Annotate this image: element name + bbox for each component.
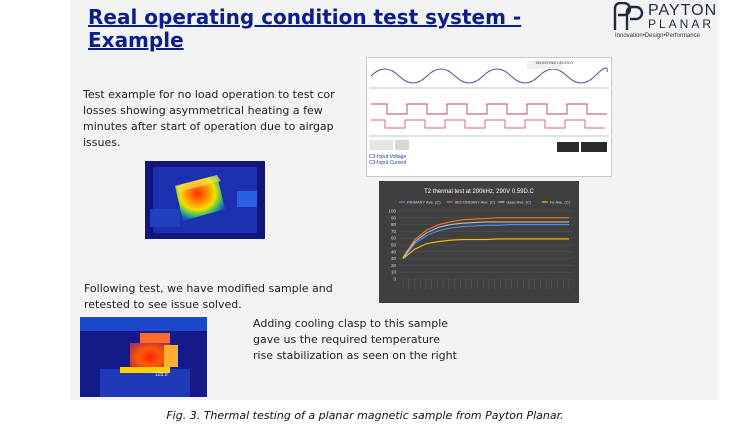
paragraph-line: retested to see issue solved. xyxy=(84,298,242,311)
logo-word-planar: PLANAR xyxy=(648,17,715,31)
paragraph-line: Adding cooling clasp to this sample xyxy=(253,317,449,330)
logo-word-payton: PAYTON xyxy=(648,2,718,19)
paragraph-retest: Following test, we have modified sample … xyxy=(84,281,364,313)
paragraph-no-load-test: Test example for no load operation to te… xyxy=(83,87,358,151)
chart-series-line xyxy=(402,217,569,258)
thermal-image-before xyxy=(145,161,265,239)
paragraph-line: rise stabilization as seen on the right xyxy=(253,349,457,362)
chart-ytick-label: 50 xyxy=(391,243,397,248)
chart-ytick-label: 60 xyxy=(391,236,397,241)
paragraph-line: Following test, we have modified sample … xyxy=(84,282,333,295)
thermal-temperature-label: 125.0 xyxy=(155,372,168,378)
chart-legend-label: clasp Ave. (C) xyxy=(506,200,531,205)
chart-ytick-label: 80 xyxy=(391,222,397,227)
scope-legend-line: C3-Input Current xyxy=(369,160,407,166)
chart-ytick-label: 0 xyxy=(393,277,396,282)
chart-legend-label: Fe Ave. (C) xyxy=(550,200,571,205)
paragraph-line: Test example for no load operation to te… xyxy=(83,88,335,101)
chart-series-line xyxy=(402,238,569,260)
paragraph-line: losses showing asymmetrical heating a fe… xyxy=(83,104,323,117)
scope-legend: C3-Input Voltage C3-Input Current xyxy=(369,154,406,166)
chart-ytick-label: 70 xyxy=(391,229,397,234)
chart-ytick-label: 40 xyxy=(391,249,397,254)
chart-ytick-label: 10 xyxy=(391,270,397,275)
paragraph-line: minutes after start of operation due to … xyxy=(83,120,334,133)
scope-brand-label: TELEDYNE LECROY xyxy=(535,60,574,65)
chart-ytick-label: 100 xyxy=(388,209,396,214)
chart-series-line xyxy=(402,224,569,259)
thermal-chart: T2 thermal test at 200kHz, 290V 0.59D.C … xyxy=(379,181,579,303)
chart-ytick-label: 20 xyxy=(391,263,397,268)
paragraph-cooling-clasp: Adding cooling clasp to this sample gave… xyxy=(253,316,488,364)
payton-planar-logo: PAYTON PLANAR Innovation•Design•Performa… xyxy=(612,2,724,46)
chart-legend-label: PRIMARY Ave. (C) xyxy=(407,200,441,205)
oscilloscope-screenshot: TELEDYNE LECROY C3-Input Voltage C3-Inpu… xyxy=(366,57,612,177)
figure-caption: Fig. 3. Thermal testing of a planar magn… xyxy=(166,409,564,422)
paragraph-line: gave us the required temperature xyxy=(253,333,440,346)
paragraph-line: issues. xyxy=(83,136,121,149)
chart-ytick-label: 90 xyxy=(391,215,397,220)
chart-series-line xyxy=(402,221,569,259)
chart-legend-label: SECONDARY Ave. (C) xyxy=(455,200,496,205)
thermal-chart-svg: T2 thermal test at 200kHz, 290V 0.59D.C … xyxy=(388,189,573,289)
scope-legend-line: C3-Input Voltage xyxy=(369,154,407,160)
chart-ytick-label: 30 xyxy=(391,256,397,261)
pp-logo-mark-icon xyxy=(613,2,644,30)
chart-title: T2 thermal test at 200kHz, 290V 0.59D.C xyxy=(424,189,534,195)
slide-title: Real operating condition test system - E… xyxy=(88,5,522,52)
logo-tagline: Innovation•Design•Performance xyxy=(615,33,700,39)
thermal-image-after: 125.0 xyxy=(80,317,207,397)
